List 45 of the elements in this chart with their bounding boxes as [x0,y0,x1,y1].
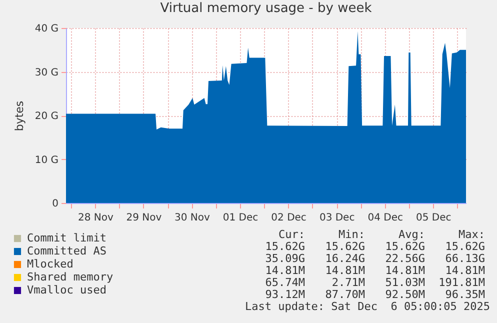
text: 65.74M [264,276,305,289]
y-tick-label: 40 G [34,24,58,34]
x-tick-label: 28 Nov [78,212,114,224]
text: Avg: [398,228,425,241]
y-tick-label: 20 G [34,111,58,122]
x-tick-label: 29 Nov [126,212,162,224]
text: Min: [338,228,365,241]
text: Last update: Sat Dec 6 05:00:05 2025 [245,300,490,313]
text: 66.13G [444,252,485,265]
text: 191.81M [438,276,485,289]
x-tick-label: 05 Dec [416,212,452,224]
text: 87.70M [324,288,365,301]
text: Max: [458,228,485,241]
text: 93.12M [264,288,305,301]
text: 14.81M [444,264,485,277]
text: 35.09G [264,252,305,265]
text: 92.50M [384,288,425,301]
y-tick-label: 30 G [34,67,58,78]
text: 22.56G [384,252,425,265]
text: 15.62G [324,240,365,253]
x-tick-label: 04 Dec [368,212,403,224]
x-tick-label: 02 Dec [271,212,306,224]
text: 14.81M [264,264,305,277]
y-tick-label: 0 [52,198,58,210]
text: 96.35M [444,288,485,301]
x-tick-label: 01 Dec [222,212,258,224]
text: 51.03M [384,276,425,289]
legend-label: Commit limit [27,232,106,244]
y-axis-title: bytes [12,100,26,132]
text: 2.71M [330,276,365,289]
x-tick-label: 03 Dec [319,212,355,224]
x-tick-label: 30 Nov [174,212,210,224]
text: Cur: [278,228,305,241]
text: 16.24G [324,252,365,265]
text: 15.62G [264,240,305,253]
text: 15.62G [384,240,425,253]
legend-label: Mlocked [27,258,74,270]
legend-label: Shared memory [27,270,114,284]
legend-label: Committed AS [27,244,106,258]
chart-title: Virtual memory usage - by week [160,1,372,16]
text: 15.62G [444,240,485,253]
legend-label: Vmalloc used [27,284,106,296]
text: 14.81M [324,264,365,277]
y-tick-label: 10 G [34,154,58,166]
text: 14.81M [384,264,425,277]
